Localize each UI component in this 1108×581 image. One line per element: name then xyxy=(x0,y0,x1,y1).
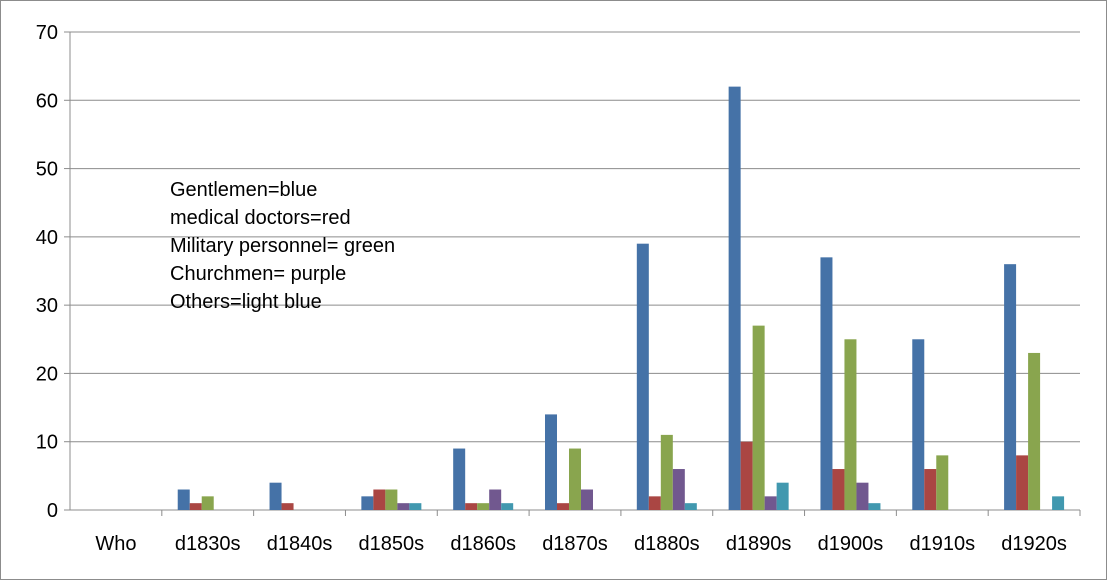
bar xyxy=(912,339,925,510)
y-tick-label: 60 xyxy=(36,90,58,112)
bar xyxy=(453,448,466,510)
x-tick-label: d1920s xyxy=(1001,533,1067,555)
bar xyxy=(557,503,569,510)
bar xyxy=(660,434,673,510)
bar xyxy=(569,448,581,510)
bar xyxy=(545,414,557,510)
bar xyxy=(776,482,789,510)
annotation-military-personnel: Military personnel= green xyxy=(170,235,396,257)
x-tick-label: d1830s xyxy=(175,533,241,555)
bar xyxy=(281,503,294,510)
x-tick-label: d1840s xyxy=(267,533,333,555)
x-tick-labels: Who d1830s d1840s d1850s d1860s d1870s d1880s d… xyxy=(95,533,1067,555)
bar xyxy=(189,503,202,510)
bars xyxy=(177,86,1065,510)
bar xyxy=(489,489,502,510)
y-tick-label: 20 xyxy=(36,363,58,385)
y-tick-label: 50 xyxy=(36,159,58,181)
bar xyxy=(385,489,398,510)
x-tick-label: d1880s xyxy=(634,533,700,555)
color-key-annotation: Gentlemen=blue medical doctors=red Milit… xyxy=(170,176,395,316)
bar xyxy=(409,503,422,510)
y-tick-label: 70 xyxy=(36,22,58,44)
bar xyxy=(684,503,697,510)
bar xyxy=(1028,352,1041,510)
x-tick-label: d1860s xyxy=(450,533,516,555)
bar xyxy=(581,489,593,510)
x-tick-label: Who xyxy=(95,533,136,555)
bar xyxy=(1004,264,1017,510)
bar xyxy=(740,441,753,510)
bar xyxy=(397,503,410,510)
bar xyxy=(764,496,777,510)
bar xyxy=(856,482,869,510)
y-tick-label: 10 xyxy=(36,432,58,454)
bar xyxy=(501,503,514,510)
bar xyxy=(844,339,857,510)
bar xyxy=(636,243,649,510)
bar xyxy=(373,489,386,510)
y-tick-label: 40 xyxy=(36,227,58,249)
annotation-others: Others=light blue xyxy=(170,291,322,313)
bar xyxy=(1016,455,1029,510)
bar xyxy=(728,86,741,510)
x-tick-label: d1870s xyxy=(542,533,608,555)
bar xyxy=(177,489,190,510)
bar xyxy=(820,257,833,510)
annotation-medical-doctors: medical doctors=red xyxy=(170,207,351,229)
bar xyxy=(752,325,765,510)
x-tick-label: d1850s xyxy=(359,533,425,555)
gridlines xyxy=(70,31,1080,443)
y-tick-labels: 0 10 20 30 40 50 60 70 xyxy=(36,22,58,522)
bar xyxy=(832,469,845,510)
bar xyxy=(201,496,214,510)
x-tick-label: d1890s xyxy=(726,533,792,555)
bar xyxy=(672,469,685,510)
bar xyxy=(1052,496,1065,510)
y-tick-label: 30 xyxy=(36,295,58,317)
bar xyxy=(868,503,881,510)
bar xyxy=(648,496,661,510)
annotation-churchmen: Churchmen= purple xyxy=(170,263,347,285)
x-tick-label: d1900s xyxy=(818,533,884,555)
bar xyxy=(361,496,374,510)
bar xyxy=(936,455,949,510)
x-tick-label: d1910s xyxy=(909,533,975,555)
annotation-gentlemen: Gentlemen=blue xyxy=(170,179,318,201)
bar xyxy=(465,503,478,510)
y-tick-label: 0 xyxy=(47,500,58,522)
bar xyxy=(477,503,490,510)
bar xyxy=(269,482,282,510)
bar xyxy=(924,469,937,510)
